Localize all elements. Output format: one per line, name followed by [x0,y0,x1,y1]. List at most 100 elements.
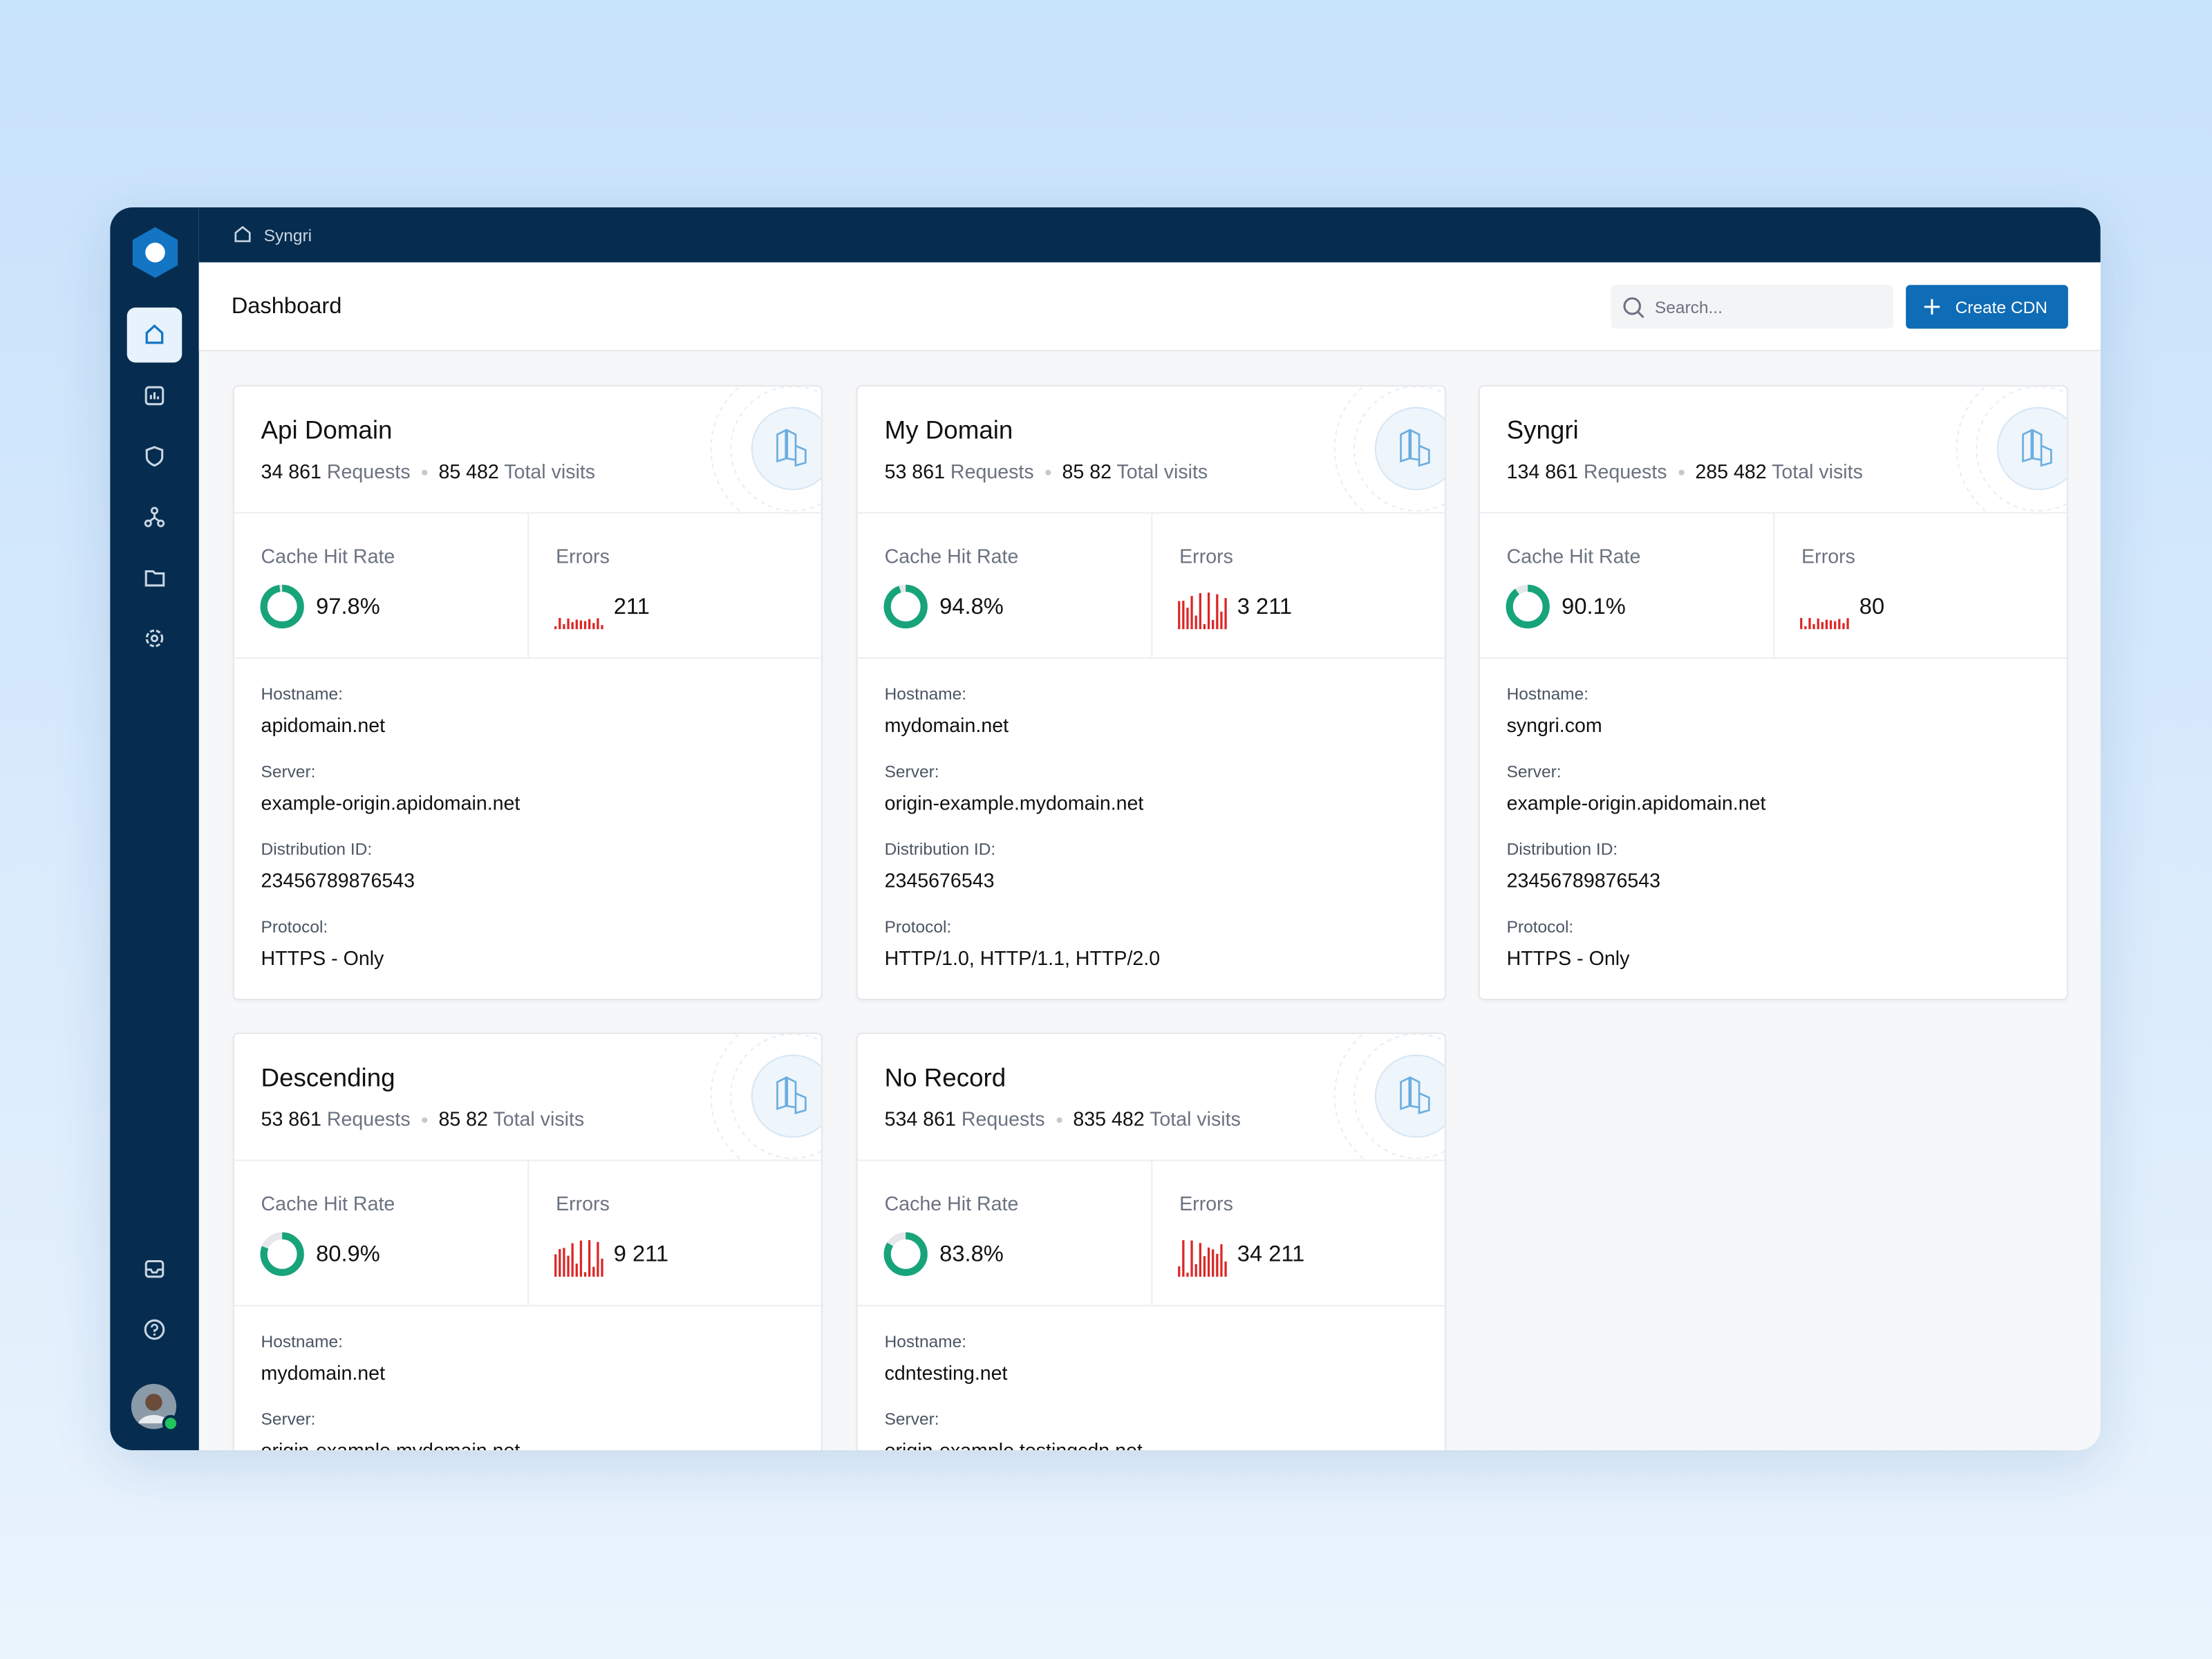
breadcrumb[interactable]: Syngri [263,225,312,246]
requests-label: Requests [961,1107,1045,1130]
nav-help[interactable] [127,1302,182,1358]
field-label: Server: [884,762,939,782]
requests-value: 53 861 [884,460,945,482]
field-value: apidomain.net [261,713,386,737]
error-sparkline [1178,1240,1227,1277]
spark-bar [1203,1256,1206,1277]
errors-label: Errors [1801,544,1855,568]
field-label: Server: [884,1409,939,1430]
field-value: cdntesting.net [884,1361,1008,1385]
domain-card[interactable]: No Record 534 861 Requests 835 482 Total v… [856,1032,1446,1450]
donut-arc [260,584,304,629]
deco-ring [1976,386,2067,512]
spark-bar [592,623,595,630]
domain-card[interactable]: Descending 53 861 Requests 85 82 Total vis… [232,1032,823,1450]
nav-network[interactable] [127,489,182,545]
spark-bar [1817,618,1819,630]
deco-ring [1353,1033,1445,1159]
create-cdn-button[interactable]: Create CDN [1906,285,2068,329]
field-value: origin-example.mydomain.net [884,791,1144,814]
card-title: My Domain [884,416,1013,444]
requests-label: Requests [326,460,411,482]
cache-label: Cache Hit Rate [261,544,395,568]
field-value: origin-example.testingcdn.net [884,1438,1143,1450]
icon-shape [776,429,807,467]
spark-bar [1808,618,1811,630]
metrics: Cache Hit Rate 83.8% Errors 34 211 [857,1159,1445,1306]
field-value: HTTP/1.0, HTTP/1.1, HTTP/2.0 [884,946,1161,970]
home-icon [234,225,251,243]
card-title: Syngri [1506,416,1579,444]
spark-bar [583,1272,587,1277]
spark-bar [563,624,565,630]
page-title: Dashboard [231,294,342,319]
domain-card[interactable]: My Domain 53 861 Requests 85 82 Total visi… [856,385,1446,1000]
spark-bar [601,625,603,630]
nav-home[interactable] [126,307,182,363]
cache-value: 90.1% [1562,595,1626,619]
icon-shape [2022,429,2052,467]
spark-bar [1212,1249,1215,1277]
spark-bar [1224,1261,1227,1277]
requests-label: Requests [950,460,1034,482]
visits-value: 85 82 [438,1107,488,1130]
field-value: 23456789876543 [1506,869,1661,892]
spark-bar [1842,623,1845,630]
field-value: mydomain.net [884,713,1009,737]
errors-label: Errors [1179,544,1233,568]
field-value: 2345676543 [884,869,995,892]
visits-label: Total visits [1772,460,1863,482]
field-value: origin-example.mydomain.net [261,1438,521,1450]
nav-security[interactable] [127,429,182,484]
requests-label: Requests [326,1107,411,1130]
metrics: Cache Hit Rate 94.8% Errors 3 211 [857,512,1445,659]
domain-card[interactable]: Api Domain 34 861 Requests 85 482 Total vi… [232,385,823,1000]
cache-value: 94.8% [939,595,1004,619]
spark-bar [1182,1240,1185,1277]
visits-value: 85 482 [438,460,499,482]
top-bar: Syngri [198,207,2101,263]
spark-bar [588,1240,591,1277]
spark-bar [1186,1273,1189,1277]
error-sparkline [554,1240,603,1277]
separator-dot [421,1117,428,1123]
field-value: HTTPS - Only [1506,946,1630,970]
donut [260,584,304,629]
deco-ring [1956,386,1988,512]
search-box[interactable]: Search... [1611,285,1893,329]
donut [260,1232,304,1276]
card-icon [710,1033,821,1160]
card-stats: 34 861 Requests 85 482 Total visits [261,460,596,482]
spark-bar [1186,608,1189,630]
requests-value: 53 861 [261,1107,321,1130]
domain-card[interactable]: Syngri 134 861 Requests 285 482 Total visi… [1478,385,2068,1000]
card-icon [710,386,821,512]
nav-inbox[interactable] [127,1241,182,1297]
spark-bar [1203,624,1206,630]
spark-bar [567,1255,570,1277]
nav-reports[interactable] [127,368,182,424]
visits-label: Total visits [1150,1107,1241,1130]
field-label: Protocol: [261,917,328,937]
card-icon [1333,1033,1445,1160]
card-title: No Record [884,1063,1006,1092]
deco-ring [1333,1033,1366,1160]
card-title: Descending [261,1063,395,1092]
nav-files[interactable] [127,550,182,606]
errors-value: 80 [1859,595,1885,619]
cache-label: Cache Hit Rate [1506,544,1641,568]
nav-settings[interactable] [127,611,182,666]
divider [1151,513,1153,658]
spark-bar [597,618,599,630]
avatar[interactable] [131,1384,180,1432]
spark-bar [583,621,587,630]
errors-value: 34 211 [1237,1242,1305,1267]
requests-value: 34 861 [261,460,321,482]
field-value: example-origin.apidomain.net [261,791,521,814]
card-icon [1333,386,1445,512]
error-sparkline [554,617,603,630]
spark-bar [571,1243,574,1277]
spark-bar [1182,601,1185,630]
field-label: Distribution ID: [884,839,996,859]
